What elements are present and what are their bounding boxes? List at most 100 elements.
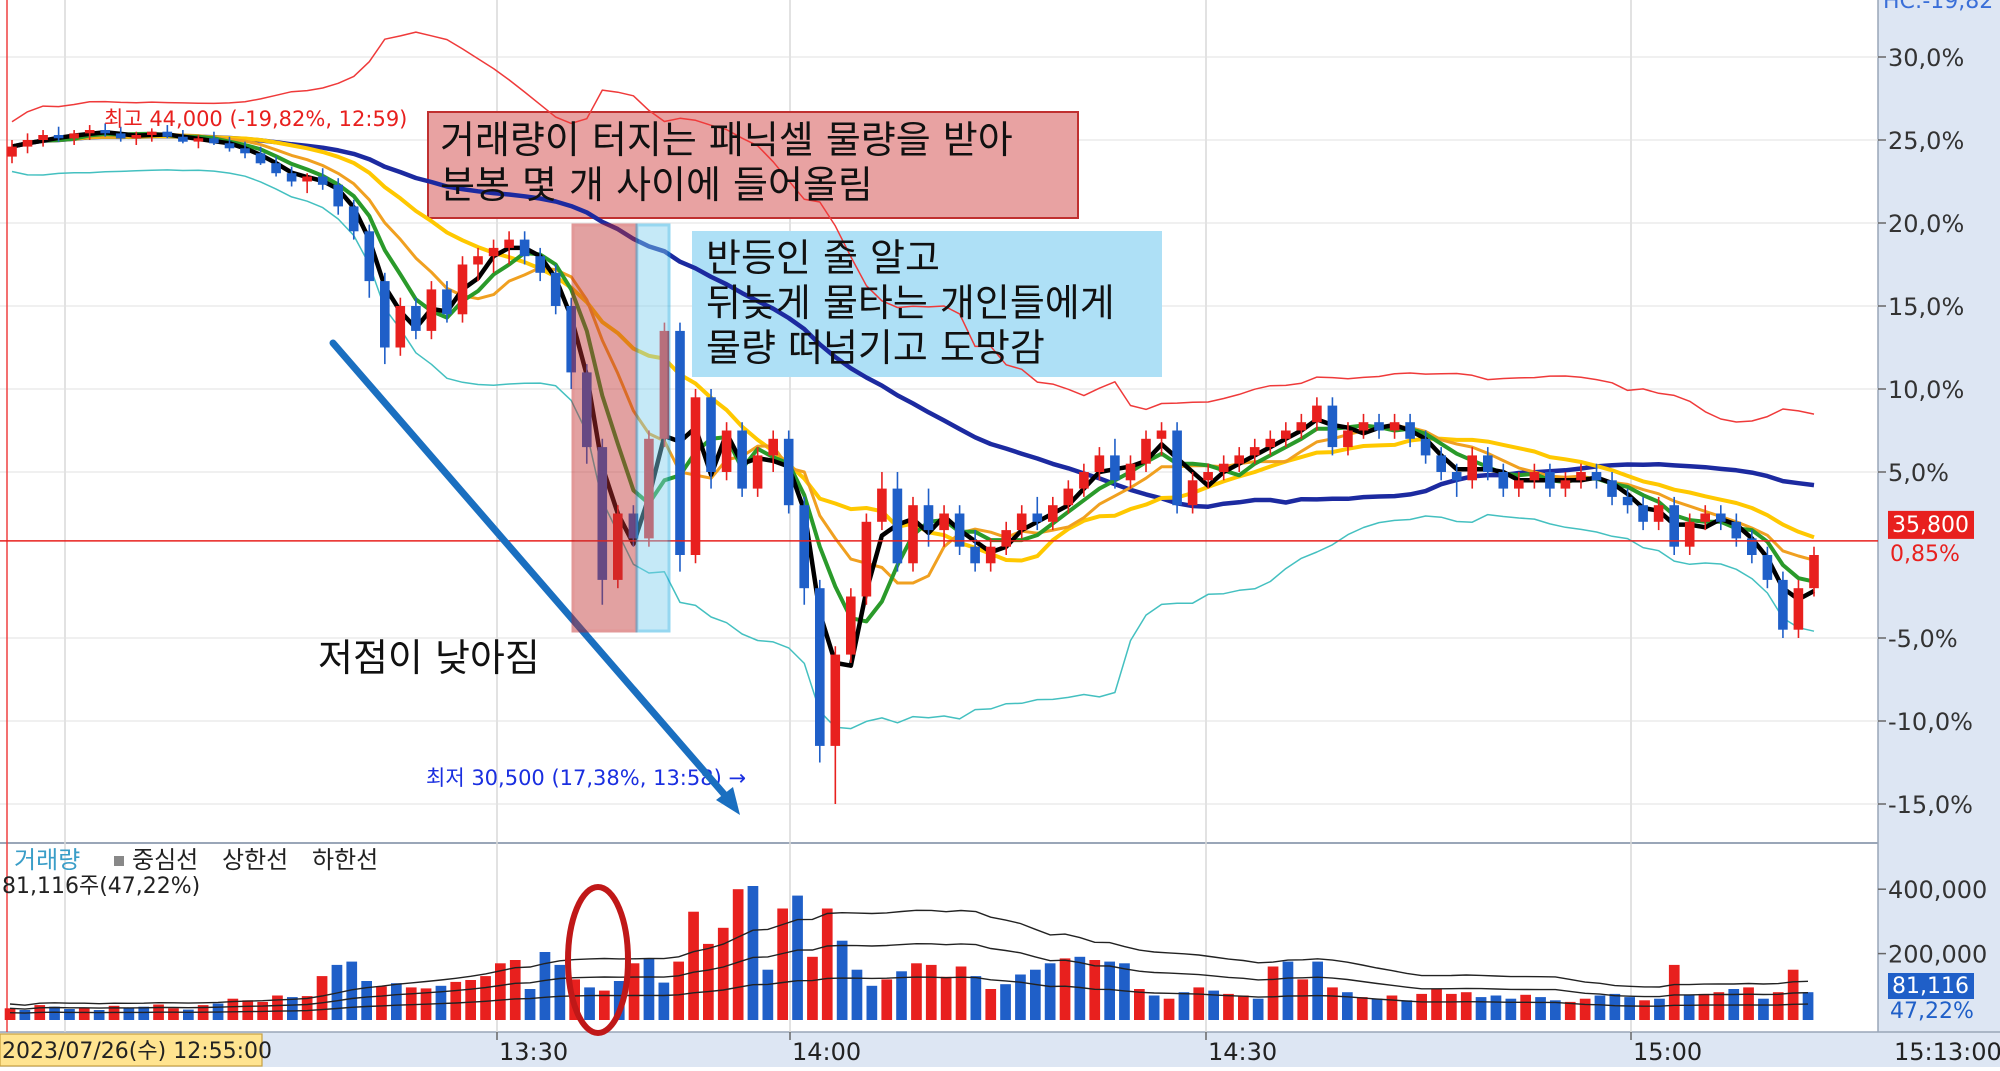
volume-bar [658,982,670,1020]
volume-bar [688,911,699,1020]
trend-arrow-head [716,787,740,815]
volume-bar [554,964,566,1020]
volume-bar [1802,992,1814,1020]
volume-bar [747,886,759,1020]
volume-current-tag [1888,973,1974,999]
candle-body [1638,505,1648,522]
trend-arrow-shaft [329,339,734,805]
current-price-tag [1888,510,1974,539]
volume-bar [1030,969,1041,1020]
candle-body [985,546,996,564]
candle-body [1234,455,1244,464]
moving-average-8-line [11,132,1815,585]
annotation-line: 분봉 몇 개 사이에 들어올림 [440,162,873,207]
volume-bar [896,971,907,1020]
candle-body [1420,438,1431,456]
volume-bar [64,1009,75,1020]
candle-body [1374,422,1384,431]
volume-bar [1668,964,1680,1020]
volume-bar [613,981,625,1020]
candle-body [1079,472,1089,489]
volume-bar [955,966,967,1020]
volume-bar [316,976,328,1020]
candle-body [721,430,732,472]
volume-bar [376,986,387,1020]
x-tick-label: 13:30 [499,1038,568,1066]
candle-body [1032,513,1043,522]
candle-body [286,173,297,182]
volume-bar [703,943,714,1020]
highlight-box-cyan [635,223,671,633]
candle-body [1094,455,1105,472]
volume-bar [717,927,729,1020]
candle-body [690,397,701,555]
volume-bar [1148,995,1160,1020]
candle-body [659,330,670,439]
volume-bar [1059,958,1071,1020]
volume-bar [628,963,640,1020]
candle-body [147,131,157,135]
candle-body [597,447,608,580]
candle-body [706,397,716,472]
volume-bar [1758,998,1769,1020]
y-tick-label: 5,0% [1888,459,1949,487]
volume-bar [1386,995,1398,1020]
volume-bar [1446,993,1457,1020]
volume-bar [1312,961,1323,1020]
y-tick-label: 10,0% [1888,376,1964,404]
y-tick-label: 15,0% [1888,293,1964,321]
volume-bar [1371,998,1383,1020]
volume-bar [183,1009,194,1020]
volume-bar [1475,997,1487,1020]
volume-highlight-ellipse [565,884,631,1036]
volume-bar [1787,969,1799,1020]
candle-body [22,140,33,147]
volume-bar [1223,993,1234,1020]
candle-body [380,281,390,348]
candle-body [954,513,965,547]
volume-bar [1178,992,1190,1020]
candle-body [1125,463,1136,481]
current-price-label: 35,800 [1892,513,1969,538]
volume-bar [1282,961,1294,1020]
candle-body [1172,430,1182,506]
candle-body [53,135,64,139]
volume-current-label: 81,116 [1892,974,1969,999]
volume-bar [1520,994,1531,1020]
volume-bar [1104,961,1115,1020]
volume-bar [1609,993,1621,1020]
candle-body [333,184,343,207]
candle-body [348,206,359,232]
volume-bar [539,952,551,1020]
volume-bar [1698,993,1710,1020]
upper-band-line [11,31,1815,423]
candle-body [1591,472,1602,481]
volume-bar [168,1008,179,1020]
candle-body [1265,438,1276,448]
candle-body [69,133,79,139]
candle-body [752,455,763,489]
volume-tick-label: 400,000 [1888,876,1987,904]
current-pct-label: 0,85% [1890,542,1960,567]
volume-bar [1654,998,1665,1020]
candle-body [473,256,483,265]
volume-bar [1683,995,1695,1020]
candle-body [1793,588,1804,630]
candle-body [582,372,592,448]
volume-bar [940,976,952,1020]
candle-body [1001,530,1011,547]
volume-bar [19,1010,31,1020]
candle-body [1063,488,1074,506]
y-tick-label: 20,0% [1888,210,1964,238]
candle-body [1653,505,1664,522]
volume-bar [480,976,491,1020]
volume-legend-item: 상한선 [222,846,288,874]
candle-body [737,430,747,489]
volume-bar [866,985,878,1020]
volume-bar [287,997,298,1020]
candle-body [7,146,17,157]
time-axis-panel [0,1032,2000,1067]
candle-body [1778,579,1788,630]
candle-body [411,306,421,331]
